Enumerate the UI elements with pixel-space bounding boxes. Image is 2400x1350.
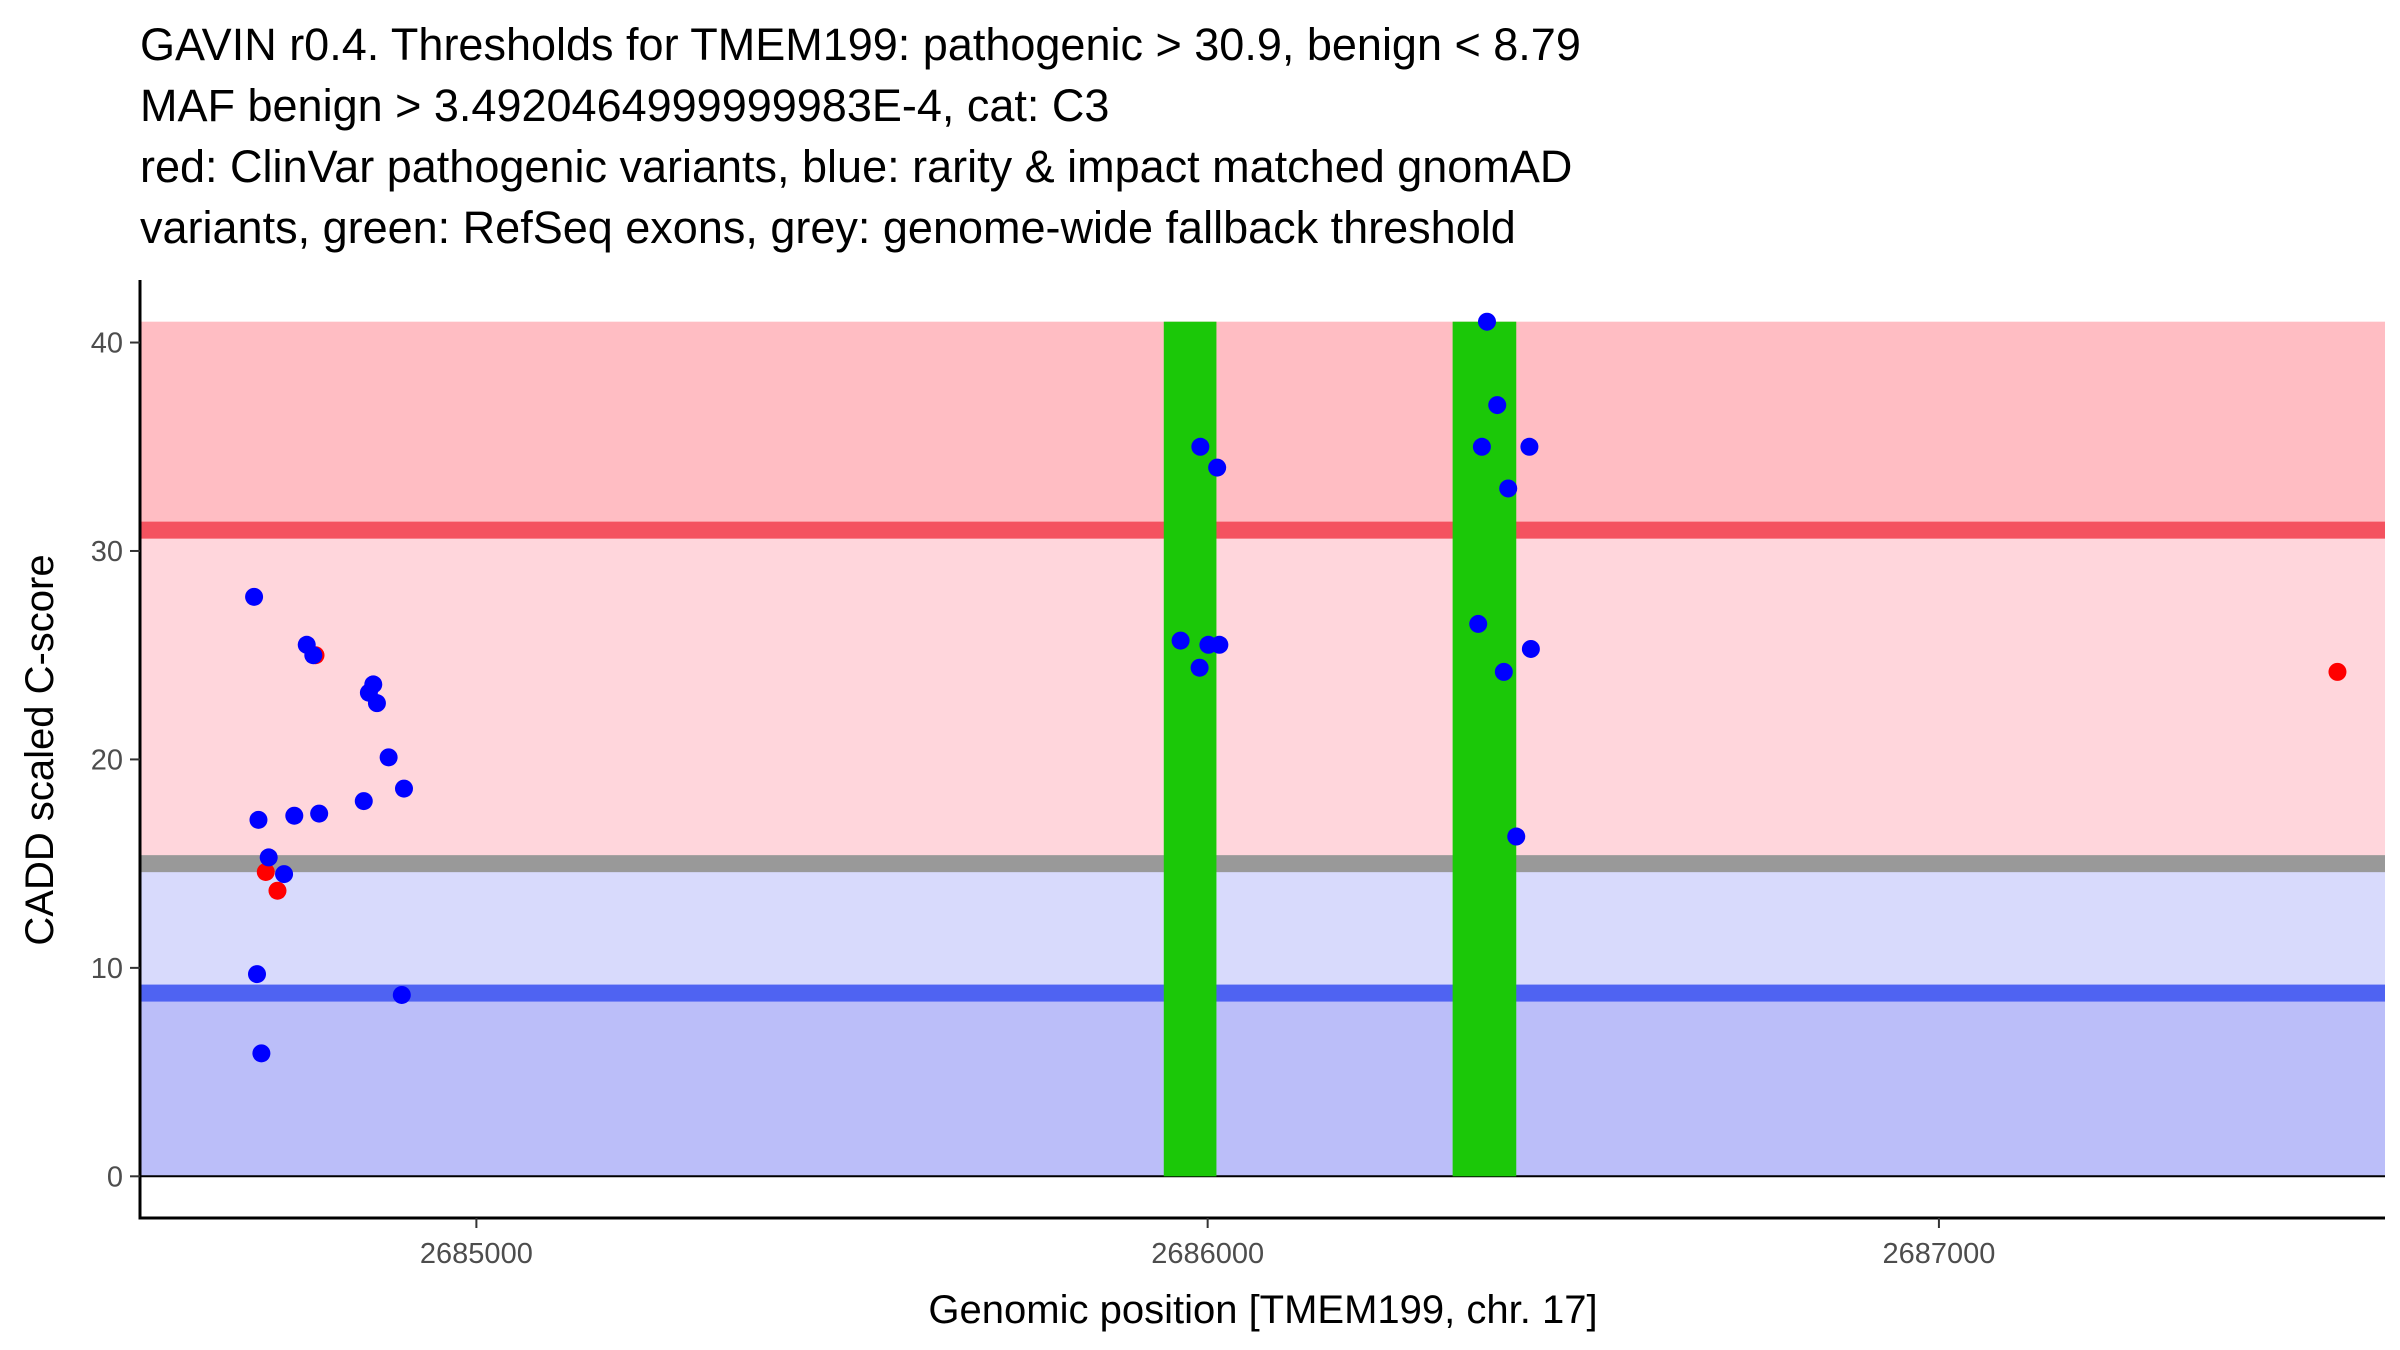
gnomad-point bbox=[1171, 631, 1190, 650]
axes: 0 10 20 30 40 2685000 2686000 2687000 bbox=[91, 280, 2385, 1270]
gnomad-point bbox=[1210, 635, 1229, 654]
y-tick-label: 20 bbox=[91, 744, 123, 776]
gnomad-point bbox=[1507, 827, 1526, 846]
title-line-2: MAF benign > 3.4920464999999983E-4, cat:… bbox=[140, 80, 1110, 131]
y-tick-label: 10 bbox=[91, 953, 123, 985]
clinvar-point bbox=[256, 862, 275, 881]
series-gnomad bbox=[245, 312, 1540, 1063]
gnomad-point bbox=[1520, 437, 1539, 456]
gnomad-point bbox=[392, 985, 411, 1004]
gnomad-point bbox=[245, 587, 264, 606]
gnomad-point bbox=[354, 792, 373, 811]
exon-bar-1 bbox=[1163, 321, 1217, 1177]
chart-title: GAVIN r0.4. Thresholds for TMEM199: path… bbox=[140, 14, 1581, 258]
title-line-4: variants, green: RefSeq exons, grey: gen… bbox=[140, 202, 1516, 253]
gnomad-point bbox=[248, 965, 267, 984]
y-axis-title: CADD scaled C-score bbox=[18, 554, 62, 945]
gnomad-point bbox=[275, 865, 294, 884]
exon-bar-2 bbox=[1452, 321, 1517, 1177]
clinvar-point bbox=[268, 881, 287, 900]
title-line-1: GAVIN r0.4. Thresholds for TMEM199: path… bbox=[140, 19, 1581, 70]
gnomad-point bbox=[1478, 312, 1496, 331]
benign-upper-zone bbox=[140, 863, 2385, 993]
benign-zone bbox=[140, 992, 2385, 1177]
gnomad-point bbox=[1472, 437, 1491, 456]
threshold-zones bbox=[140, 321, 2385, 1177]
gnomad-point bbox=[1469, 614, 1488, 633]
y-tick-label: 0 bbox=[107, 1161, 123, 1193]
gnomad-point bbox=[1190, 658, 1209, 677]
benign-threshold-line bbox=[140, 984, 2385, 1002]
threshold-lines bbox=[140, 521, 2385, 1178]
mid-zone bbox=[140, 530, 2385, 864]
gnomad-point bbox=[304, 646, 323, 665]
y-tick-label: 30 bbox=[91, 536, 123, 568]
gnomad-point bbox=[1494, 662, 1513, 681]
x-tick-label: 2686000 bbox=[1151, 1238, 1264, 1270]
gnomad-point bbox=[367, 694, 386, 713]
y-tick-label: 40 bbox=[91, 328, 123, 360]
gnomad-point bbox=[252, 1044, 271, 1063]
gnomad-point bbox=[1499, 479, 1518, 498]
fallback-threshold-line bbox=[140, 855, 2385, 873]
gnomad-point bbox=[259, 848, 278, 867]
gnomad-point bbox=[364, 675, 383, 694]
gnomad-point bbox=[249, 810, 268, 829]
gnomad-point bbox=[1488, 396, 1507, 415]
x-tick-label: 2687000 bbox=[1882, 1238, 1995, 1270]
gnomad-point bbox=[1208, 458, 1227, 477]
data-points bbox=[245, 312, 2347, 1063]
gnomad-point bbox=[1191, 437, 1210, 456]
gnomad-point bbox=[394, 779, 413, 798]
clinvar-point bbox=[2328, 662, 2347, 681]
gnomad-point bbox=[1521, 639, 1540, 658]
title-line-3: red: ClinVar pathogenic variants, blue: … bbox=[140, 141, 1573, 192]
gnomad-point bbox=[285, 806, 304, 825]
gnomad-point bbox=[379, 748, 398, 767]
x-tick-label: 2685000 bbox=[420, 1238, 533, 1270]
pathogenic-threshold-line bbox=[140, 521, 2385, 539]
pathogenic-zone bbox=[140, 321, 2385, 531]
exon-bars bbox=[1163, 321, 1517, 1177]
x-axis-title: Genomic position [TMEM199, chr. 17] bbox=[928, 1288, 1597, 1332]
gnomad-point bbox=[310, 804, 329, 823]
